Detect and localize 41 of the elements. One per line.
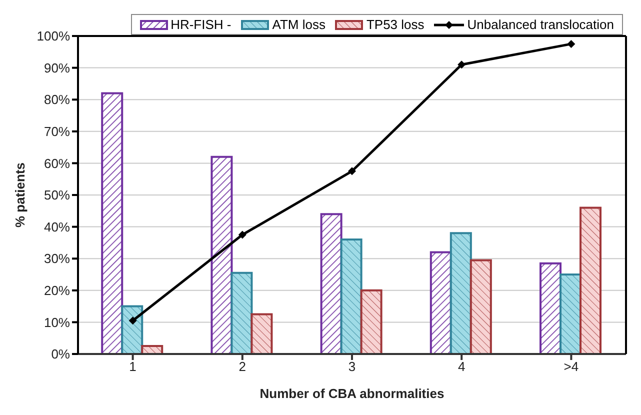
point [348,167,356,176]
bar [360,289,382,354]
y-tick-label: 80% [44,92,70,108]
bar [101,92,124,354]
x-tick-label: 1 [129,359,136,374]
x-tick-label: >4 [564,359,579,374]
bar [340,238,362,354]
y-tick-label: 50% [44,188,70,203]
bar [121,305,144,354]
bar [450,232,472,354]
bar [210,156,233,354]
legend-label: ATM loss [272,17,326,32]
x-axis-title: Number of CBA abnormalities [260,386,444,401]
bar [230,272,253,354]
y-tick-label: 30% [44,251,70,266]
point [458,60,466,69]
bar [430,251,452,354]
bar [250,313,273,354]
x-tick-label: 2 [238,359,246,374]
y-tick-label: 60% [44,156,70,171]
bar [320,213,342,354]
bar [540,262,562,354]
x-tick-label: 4 [458,359,466,374]
x-tick-label: 3 [348,359,356,374]
y-tick-label: 70% [44,124,70,140]
point [238,230,246,239]
y-tick-label: 40% [44,219,70,234]
bar [470,259,492,354]
y-tick-label: 90% [44,60,70,76]
legend-label: HR-FISH - [170,17,232,32]
y-tick-label: 0% [51,346,70,362]
bar [580,206,602,354]
legend-label: Unbalanced translocation [467,17,614,32]
y-tick-label: 20% [44,283,70,298]
point [128,316,137,325]
point [567,40,576,48]
bar [141,345,164,354]
y-tick-label: 100% [36,28,70,44]
legend-label: TP53 loss [366,17,424,32]
y-tick-label: 10% [44,314,70,330]
y-axis-title: % patients [12,162,28,228]
